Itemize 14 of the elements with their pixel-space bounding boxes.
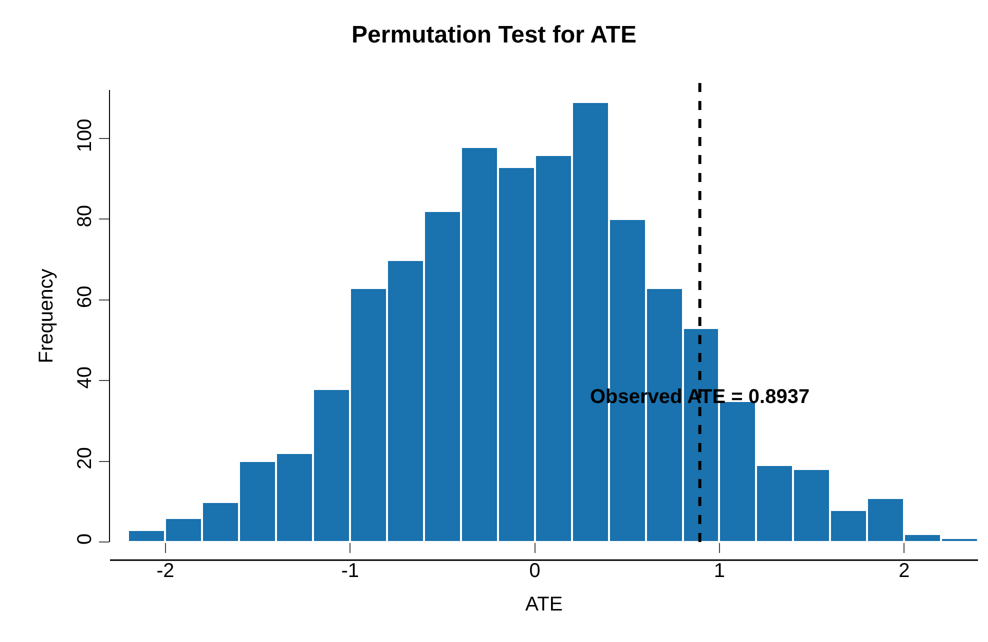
x-tick-label: 0: [529, 560, 540, 582]
y-tick-label: 40: [74, 366, 96, 389]
y-tick-label: 60: [74, 286, 96, 308]
y-tick-label: 100: [74, 118, 96, 152]
y-axis-title: Frequency: [36, 268, 58, 364]
x-axis-title: ATE: [525, 594, 563, 616]
x-tick-label: 1: [714, 560, 726, 582]
chart-title: Permutation Test for ATE: [352, 21, 636, 48]
x-tick-label: -2: [156, 560, 174, 582]
x-tick-label: 2: [898, 560, 910, 582]
x-tick-label: -1: [341, 560, 359, 582]
y-tick-label: 20: [74, 447, 96, 470]
y-tick-label: 0: [74, 533, 96, 545]
y-tick-label: 80: [74, 205, 96, 228]
